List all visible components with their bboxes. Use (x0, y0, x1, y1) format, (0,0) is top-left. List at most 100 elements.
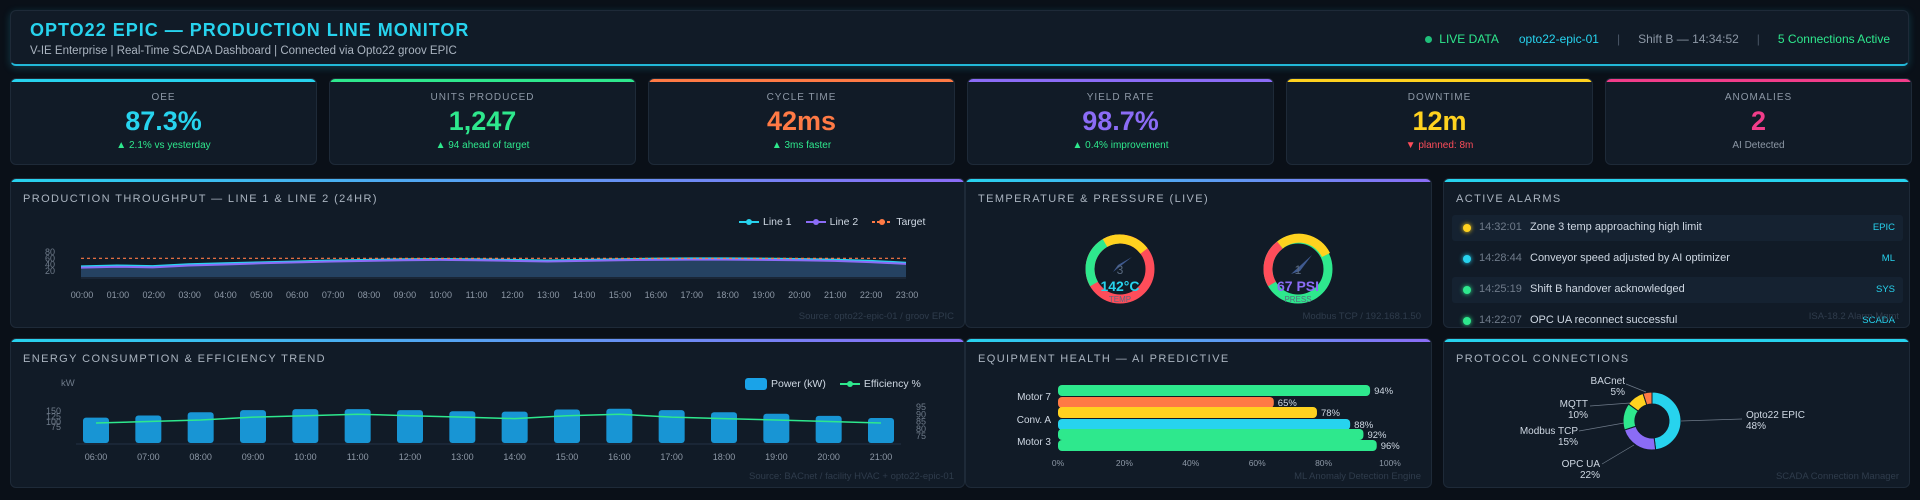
x-tick-label: 15:00 (556, 452, 579, 462)
health-bar (1058, 429, 1364, 440)
x-tick-label: 02:00 (142, 290, 165, 300)
kpi-subtext: ▲ 3ms faster (771, 140, 832, 151)
kpi-label: UNITS PRODUCED (430, 92, 535, 103)
y-tick-label: 20 (45, 266, 55, 276)
x-tick-label: 12:00 (399, 452, 422, 462)
live-data-indicator: LIVE DATA (1439, 32, 1499, 46)
kpi-card-downtime[interactable]: DOWNTIME 12m ▼ planned: 8m (1286, 78, 1593, 165)
connections-status[interactable]: 5 Connections Active (1777, 32, 1890, 46)
health-row-label: Motor 7 (1017, 392, 1051, 403)
health-bar-label: 96% (1381, 441, 1401, 452)
x-tick-label: 13:00 (451, 452, 474, 462)
x-tick-label: 19:00 (752, 290, 775, 300)
x-tick-label: 11:00 (466, 290, 488, 300)
legend-line2[interactable]: Line 2 (805, 216, 858, 228)
alarm-message: Zone 3 temp approaching high limit (1530, 221, 1702, 233)
alarm-status-icon (1463, 286, 1471, 294)
header-status: LIVE DATA opto22-epic-01 | Shift B — 14:… (1425, 32, 1890, 46)
kpi-subtext: ▲ 0.4% improvement (1072, 140, 1169, 151)
x-tick-label: 80% (1315, 458, 1332, 468)
kpi-value: 42ms (766, 106, 837, 136)
temp-gauge: 3 142°C TEMP (1085, 234, 1155, 304)
x-tick-label: 40% (1182, 458, 1199, 468)
temp-label: TEMP (1109, 295, 1131, 304)
health-bar-label: 92% (1367, 430, 1387, 441)
kpi-card-anomalies[interactable]: ANOMALIES 2 AI Detected (1605, 78, 1912, 165)
temp-inner: 3 (1117, 263, 1124, 277)
x-tick-label: 00:00 (71, 290, 94, 300)
kpi-subtext: ▲ 2.1% vs yesterday (116, 140, 211, 151)
equipment-health-panel: EQUIPMENT HEALTH — AI PREDICTIVE 94% 65% 7… (965, 338, 1432, 488)
donut-slice (1651, 391, 1682, 451)
energy-title: ENERGY CONSUMPTION & EFFICIENCY TREND (23, 353, 327, 365)
throughput-source: Source: opto22-epic-01 / groov EPIC (798, 311, 954, 322)
x-tick-label: 17:00 (681, 290, 704, 300)
donut-leader (1625, 383, 1647, 393)
alarm-row[interactable]: 14:25:19 Shift B handover acknowledged SYS (1452, 277, 1903, 303)
donut-label: BACnet (1591, 376, 1626, 387)
y-tick-label: 80 (45, 247, 55, 257)
page-subtitle: V-IE Enterprise | Real-Time SCADA Dashbo… (30, 45, 457, 57)
press-inner: 1 (1295, 263, 1302, 277)
alarm-time: 14:25:19 (1479, 283, 1522, 295)
kpi-card-units-produced[interactable]: UNITS PRODUCED 1,247 ▲ 94 ahead of target (329, 78, 636, 165)
kpi-card-yield-rate[interactable]: YIELD RATE 98.7% ▲ 0.4% improvement (967, 78, 1274, 165)
donut-value: 10% (1568, 410, 1588, 421)
x-tick-label: 11:00 (347, 452, 369, 462)
alarm-row[interactable]: 14:28:44 Conveyor speed adjusted by AI op… (1452, 246, 1903, 272)
host-name[interactable]: opto22-epic-01 (1518, 32, 1599, 46)
legend-efficiency[interactable]: Efficiency % (839, 378, 921, 390)
x-tick-label: 04:00 (214, 290, 237, 300)
alarm-time: 14:28:44 (1479, 252, 1522, 264)
kpi-subtext: ▲ 94 ahead of target (435, 140, 530, 151)
power-bar (397, 410, 423, 443)
alarms-title: ACTIVE ALARMS (1456, 193, 1562, 205)
legend-target[interactable]: Target (872, 216, 925, 228)
alarm-time: 14:22:07 (1479, 314, 1522, 326)
y-tick-label: 60 (45, 253, 55, 263)
dashboard-header: OPTO22 EPIC — PRODUCTION LINE MONITOR V-… (10, 10, 1909, 66)
y-left-tick-label: 100 (46, 417, 61, 427)
x-tick-label: 15:00 (609, 290, 632, 300)
x-tick-label: 16:00 (645, 290, 668, 300)
pressure-gauge: 1 67 PSI PRESS (1263, 233, 1333, 304)
x-tick-label: 06:00 (85, 452, 108, 462)
health-bar-label: 78% (1321, 408, 1341, 419)
power-bar (187, 412, 214, 443)
kpi-card-oee[interactable]: OEE 87.3% ▲ 2.1% vs yesterday (10, 78, 317, 165)
donut-value: 15% (1558, 437, 1578, 448)
temp-value: 142°C (1100, 278, 1139, 294)
x-tick-label: 20:00 (788, 290, 811, 300)
donut-leader (1601, 444, 1635, 465)
alarm-message: Shift B handover acknowledged (1530, 283, 1685, 295)
alarm-row[interactable]: 14:22:07 OPC UA reconnect successful SCADA (1452, 308, 1903, 327)
legend-line1[interactable]: Line 1 (739, 216, 792, 228)
x-tick-label: 09:00 (242, 452, 265, 462)
health-chart: 94% 65% 78% 88%92%96% Motor 7 Conv. A Motor 30… (1017, 385, 1401, 468)
energy-panel: ENERGY CONSUMPTION & EFFICIENCY TREND kW… (10, 338, 965, 488)
alarm-time: 14:32:01 (1479, 221, 1522, 233)
x-tick-label: 09:00 (394, 290, 417, 300)
x-tick-label: 60% (1249, 458, 1266, 468)
kpi-card-cycle-time[interactable]: CYCLE TIME 42ms ▲ 3ms faster (648, 78, 955, 165)
health-bar (1058, 385, 1371, 396)
legend-power[interactable]: Power (kW) (745, 378, 826, 390)
kpi-label: YIELD RATE (1086, 92, 1155, 103)
kpi-value: 1,247 (448, 106, 517, 136)
x-tick-label: 14:00 (573, 290, 596, 300)
x-tick-label: 17:00 (660, 452, 683, 462)
health-row-label: Motor 3 (1017, 437, 1051, 448)
power-bar (658, 410, 685, 443)
donut-label: MQTT (1560, 399, 1588, 410)
y-right-tick-label: 80 (916, 424, 926, 434)
x-tick-label: 06:00 (286, 290, 309, 300)
alarm-row[interactable]: 14:32:01 Zone 3 temp approaching high lim… (1452, 215, 1903, 241)
power-bar (83, 417, 109, 443)
protocol-panel: PROTOCOL CONNECTIONS Opto22 EPIC 48% OPC U… (1443, 338, 1910, 488)
x-tick-label: 05:00 (250, 290, 273, 300)
donut-slice (1642, 391, 1653, 406)
donut-slice (1623, 425, 1657, 451)
y-right-tick-label: 90 (916, 409, 926, 419)
donut-value: 22% (1580, 470, 1600, 481)
